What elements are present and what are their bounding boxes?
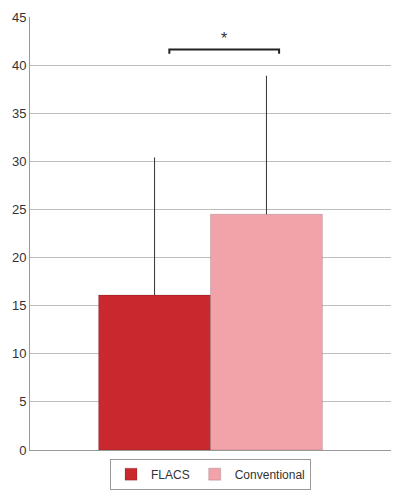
svg-text:0: 0 (19, 443, 26, 458)
svg-text:20: 20 (12, 250, 26, 265)
svg-text:5: 5 (19, 394, 26, 409)
svg-text:Conventional: Conventional (235, 468, 305, 482)
svg-text:10: 10 (12, 346, 26, 361)
svg-text:15: 15 (12, 298, 26, 313)
svg-text:35: 35 (12, 106, 26, 121)
svg-text:25: 25 (12, 202, 26, 217)
svg-text:40: 40 (12, 58, 26, 73)
svg-text:*: * (221, 30, 227, 47)
svg-text:30: 30 (12, 154, 26, 169)
svg-text:45: 45 (12, 10, 26, 25)
svg-text:FLACS: FLACS (151, 468, 190, 482)
